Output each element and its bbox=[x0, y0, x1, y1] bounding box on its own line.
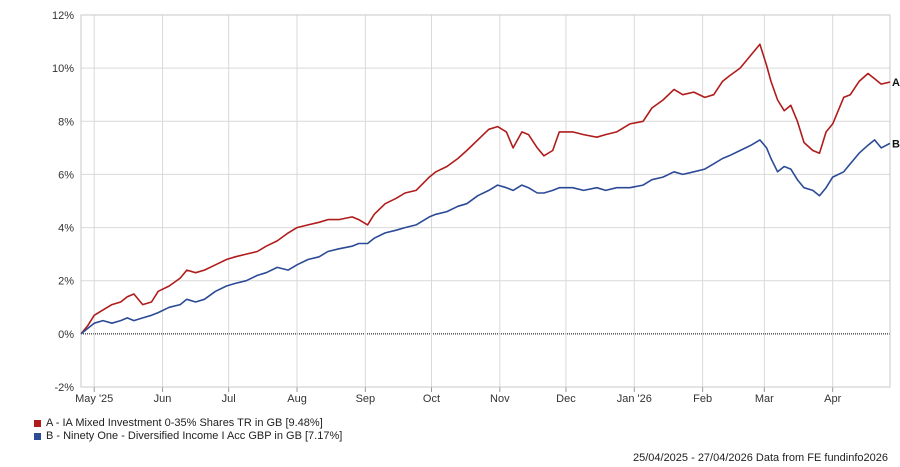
line-chart: -2% 0% 2% 4% 6% 8% 10% 12% May '25 Jun Jul Aug Sep O… bbox=[52, 10, 900, 405]
y-tick-label: 0% bbox=[58, 329, 74, 341]
x-tick-label: Feb bbox=[693, 393, 712, 405]
x-tick-label: Nov bbox=[490, 393, 510, 405]
footer-date-range: 25/04/2025 - 27/04/2026 Data from FE fun… bbox=[632, 452, 888, 464]
series-end-label-a: A bbox=[892, 77, 900, 89]
x-tick-label: Dec bbox=[556, 393, 576, 405]
legend: A - IA Mixed Investment 0-35% Shares TR … bbox=[34, 417, 342, 443]
y-tick-label: 12% bbox=[52, 10, 74, 22]
y-tick-label: 10% bbox=[52, 63, 74, 75]
series-end-label-b: B bbox=[892, 138, 900, 150]
y-tick-label: 2% bbox=[58, 276, 74, 288]
x-tick-label: Jan '26 bbox=[617, 393, 652, 405]
y-axis-tick-labels: -2% 0% 2% 4% 6% 8% 10% 12% bbox=[52, 10, 74, 394]
legend-item-b: B - Ninety One - Diversified Income I Ac… bbox=[34, 430, 342, 443]
legend-swatch-b bbox=[34, 433, 41, 440]
x-tick-label: May '25 bbox=[75, 393, 113, 405]
y-tick-label: 8% bbox=[58, 116, 74, 128]
x-tick-label: Aug bbox=[287, 393, 307, 405]
x-tick-label: Oct bbox=[423, 393, 440, 405]
x-tick-label: Apr bbox=[824, 393, 841, 405]
y-tick-label: 4% bbox=[58, 223, 74, 235]
series-line-b bbox=[80, 139, 891, 335]
x-tick-label: Jun bbox=[154, 393, 172, 405]
y-tick-label: 6% bbox=[58, 169, 74, 181]
x-tick-label: Mar bbox=[755, 393, 774, 405]
x-tick-label: Jul bbox=[222, 393, 236, 405]
x-tick-label: Sep bbox=[356, 393, 376, 405]
legend-swatch-a bbox=[34, 420, 41, 427]
grid bbox=[81, 14, 890, 388]
legend-item-a: A - IA Mixed Investment 0-35% Shares TR … bbox=[34, 417, 342, 430]
legend-label-a: A - IA Mixed Investment 0-35% Shares TR … bbox=[46, 417, 323, 429]
x-axis-tick-labels: May '25 Jun Jul Aug Sep Oct Nov Dec Jan '26 Feb Ma… bbox=[75, 393, 841, 405]
series-line-a bbox=[80, 43, 891, 335]
series-end-labels: AB bbox=[892, 77, 900, 150]
series-lines bbox=[80, 43, 891, 335]
legend-label-b: B - Ninety One - Diversified Income I Ac… bbox=[46, 430, 343, 442]
plot-area-border bbox=[80, 14, 891, 388]
y-tick-label: -2% bbox=[54, 382, 74, 394]
axes bbox=[80, 14, 891, 392]
